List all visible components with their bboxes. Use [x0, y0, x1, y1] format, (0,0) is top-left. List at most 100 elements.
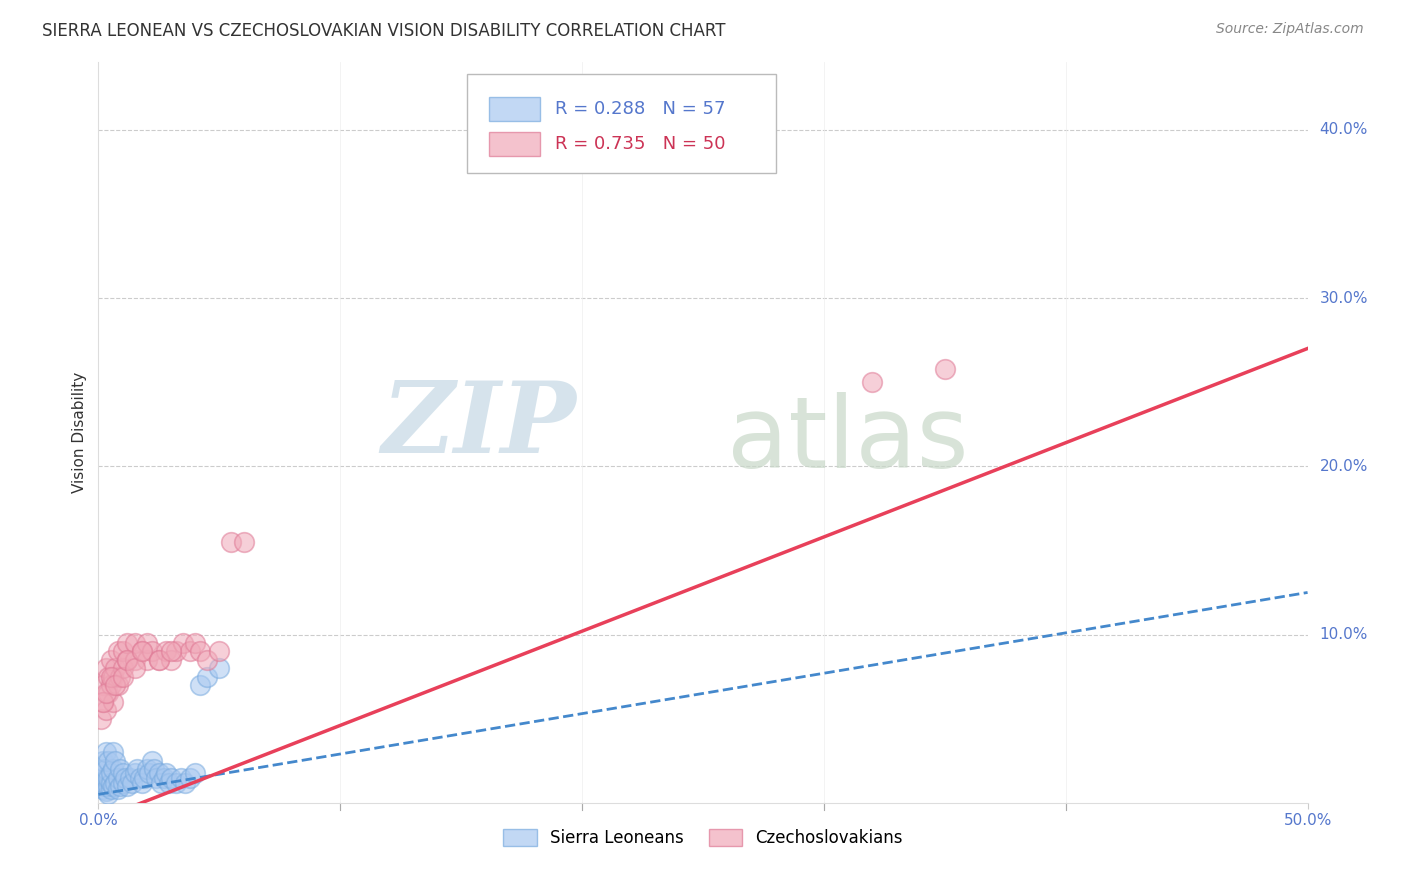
- Point: [221, 535, 243, 549]
- Text: atlas: atlas: [727, 392, 969, 489]
- Point: [188, 678, 211, 692]
- Point: [97, 686, 120, 700]
- Point: [91, 754, 114, 768]
- Point: [135, 636, 157, 650]
- Point: [90, 712, 112, 726]
- Point: [152, 771, 174, 785]
- Point: [104, 661, 127, 675]
- Point: [160, 653, 183, 667]
- Point: [232, 535, 254, 549]
- FancyBboxPatch shape: [489, 132, 540, 156]
- FancyBboxPatch shape: [489, 97, 540, 121]
- Point: [100, 765, 122, 780]
- Point: [195, 670, 218, 684]
- Point: [101, 779, 124, 793]
- Point: [94, 762, 117, 776]
- Point: [91, 782, 114, 797]
- Point: [108, 779, 131, 793]
- Point: [157, 775, 180, 789]
- Point: [124, 661, 146, 675]
- Point: [111, 775, 134, 789]
- Point: [117, 779, 139, 793]
- Point: [208, 661, 231, 675]
- Point: [107, 678, 129, 692]
- Point: [148, 765, 170, 780]
- Point: [91, 762, 114, 776]
- Point: [91, 695, 114, 709]
- Point: [100, 782, 122, 797]
- Point: [107, 782, 129, 797]
- Point: [124, 765, 146, 780]
- Point: [97, 670, 120, 684]
- Point: [104, 678, 127, 692]
- Text: Source: ZipAtlas.com: Source: ZipAtlas.com: [1216, 22, 1364, 37]
- Point: [188, 644, 211, 658]
- Point: [155, 765, 177, 780]
- Point: [179, 644, 201, 658]
- Point: [94, 771, 117, 785]
- Point: [124, 636, 146, 650]
- Legend: Sierra Leoneans, Czechoslovakians: Sierra Leoneans, Czechoslovakians: [496, 822, 910, 854]
- Text: 10.0%: 10.0%: [1320, 627, 1368, 642]
- Point: [143, 762, 166, 776]
- Point: [155, 644, 177, 658]
- Point: [111, 765, 134, 780]
- Point: [101, 670, 124, 684]
- Point: [131, 775, 153, 789]
- Point: [135, 653, 157, 667]
- Point: [117, 653, 139, 667]
- Point: [97, 754, 120, 768]
- Point: [91, 775, 114, 789]
- FancyBboxPatch shape: [467, 73, 776, 173]
- Point: [91, 678, 114, 692]
- Point: [195, 653, 218, 667]
- Point: [208, 644, 231, 658]
- Point: [160, 644, 183, 658]
- Point: [94, 779, 117, 793]
- Point: [100, 775, 122, 789]
- Point: [97, 788, 120, 802]
- Point: [111, 644, 134, 658]
- Point: [141, 754, 163, 768]
- Point: [141, 644, 163, 658]
- Point: [150, 775, 173, 789]
- Point: [131, 644, 153, 658]
- Point: [94, 703, 117, 717]
- Point: [148, 653, 170, 667]
- Point: [934, 361, 956, 376]
- Point: [160, 771, 183, 785]
- Point: [138, 765, 160, 780]
- Text: R = 0.735   N = 50: R = 0.735 N = 50: [555, 135, 725, 153]
- Point: [91, 695, 114, 709]
- Point: [100, 653, 122, 667]
- Point: [165, 644, 187, 658]
- Point: [117, 636, 139, 650]
- Point: [184, 765, 207, 780]
- Point: [134, 771, 156, 785]
- Point: [94, 686, 117, 700]
- Point: [100, 670, 122, 684]
- Point: [108, 762, 131, 776]
- Point: [111, 661, 134, 675]
- Point: [124, 653, 146, 667]
- Point: [172, 636, 194, 650]
- Point: [169, 771, 191, 785]
- Point: [117, 653, 139, 667]
- Point: [111, 670, 134, 684]
- Text: R = 0.288   N = 57: R = 0.288 N = 57: [555, 100, 725, 118]
- Point: [101, 695, 124, 709]
- Point: [97, 771, 120, 785]
- Text: SIERRA LEONEAN VS CZECHOSLOVAKIAN VISION DISABILITY CORRELATION CHART: SIERRA LEONEAN VS CZECHOSLOVAKIAN VISION…: [42, 22, 725, 40]
- Point: [94, 784, 117, 798]
- Point: [128, 771, 150, 785]
- Point: [101, 745, 124, 759]
- Point: [108, 670, 131, 684]
- Text: ZIP: ZIP: [381, 377, 576, 474]
- Point: [107, 644, 129, 658]
- Text: 30.0%: 30.0%: [1320, 291, 1368, 305]
- Point: [114, 771, 136, 785]
- Point: [104, 775, 127, 789]
- Point: [100, 678, 122, 692]
- Point: [644, 122, 666, 136]
- Point: [101, 762, 124, 776]
